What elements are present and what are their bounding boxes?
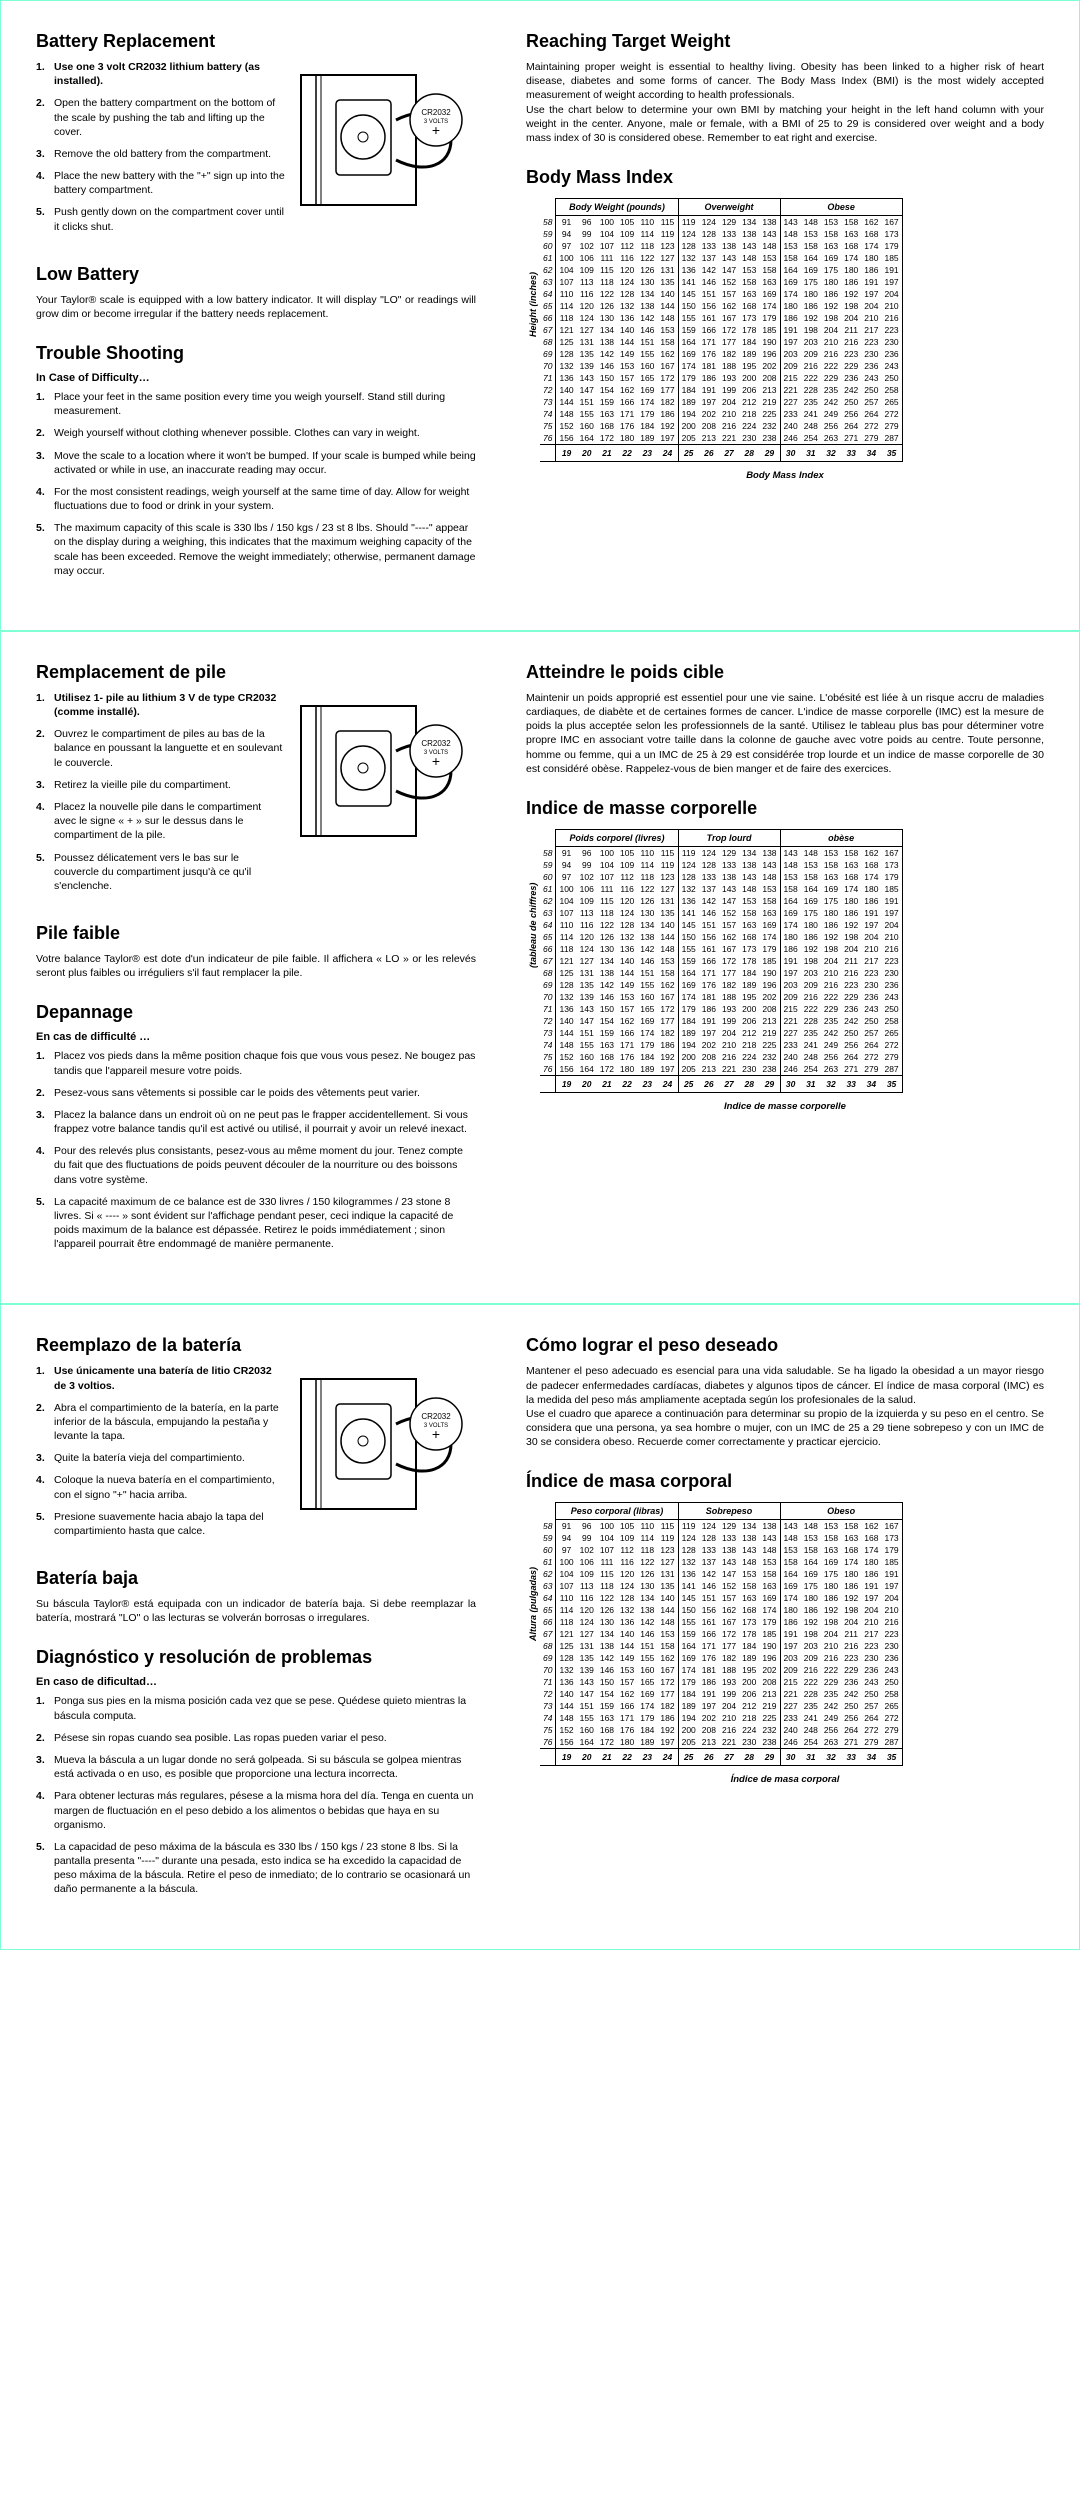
svg-text:+: + xyxy=(432,122,440,138)
svg-text:+: + xyxy=(432,1426,440,1442)
bmi-table: Body Weight (pounds)OverweightObese58919… xyxy=(540,198,903,462)
manual-page: Battery Replacement 1.Use one 3 volt CR20… xyxy=(0,0,1080,631)
low-battery-body: Your Taylor® scale is equipped with a lo… xyxy=(36,293,476,321)
step-item: 1.Placez vos pieds dans la même position… xyxy=(36,1049,476,1077)
low-battery-title: Low Battery xyxy=(36,264,476,285)
step-item: 3.Quite la batería vieja del compartimie… xyxy=(36,1451,286,1465)
step-item: 5.Push gently down on the compartment co… xyxy=(36,205,286,233)
step-item: 2.Pésese sin ropas cuando sea posible. L… xyxy=(36,1731,476,1745)
bmi-table: Peso corporal (libras)SobrepesoObeso5891… xyxy=(540,1502,903,1766)
steps-list: 1.Use one 3 volt CR2032 lithium battery … xyxy=(36,60,286,234)
step-item: 1.Use únicamente una batería de litio CR… xyxy=(36,1364,286,1392)
bmi-caption: Body Mass Index xyxy=(526,470,1044,481)
step-item: 1.Use one 3 volt CR2032 lithium battery … xyxy=(36,60,286,88)
low-battery-body: Votre balance Taylor® est dote d'un indi… xyxy=(36,952,476,980)
trouble-title: Diagnóstico y resolución de problemas xyxy=(36,1647,476,1668)
reach-title: Cómo lograr el peso deseado xyxy=(526,1335,1044,1356)
reach-title: Reaching Target Weight xyxy=(526,31,1044,52)
left-column: Remplacement de pile 1.Utilisez 1- pile a… xyxy=(1,632,501,1303)
trouble-title: Trouble Shooting xyxy=(36,343,476,364)
low-battery-title: Batería baja xyxy=(36,1568,476,1589)
bmi-chart: Height (inches)Body Weight (pounds)Overw… xyxy=(526,198,1044,462)
step-item: 4.Place the new battery with the "+" sig… xyxy=(36,169,286,197)
trouble-subhead: En caso de dificultad… xyxy=(36,1676,476,1688)
step-item: 2.Ouvrez le compartiment de piles au bas… xyxy=(36,727,286,770)
battery-title: Reemplazo de la batería xyxy=(36,1335,476,1356)
step-item: 4.For the most consistent readings, weig… xyxy=(36,485,476,513)
step-item: 3.Move the scale to a location where it … xyxy=(36,449,476,477)
battery-compartment-diagram: CR20323 VOLTS+ xyxy=(296,696,476,846)
trouble-subhead: In Case of Difficulty… xyxy=(36,372,476,384)
step-item: 5.La capacité maximum de ce balance est … xyxy=(36,1195,476,1252)
low-battery-body: Su báscula Taylor® está equipada con un … xyxy=(36,1597,476,1625)
step-item: 3.Retirez la vieille pile du compartimen… xyxy=(36,778,286,792)
battery-compartment-diagram: CR20323 VOLTS+ xyxy=(296,1369,476,1519)
step-item: 2.Pesez-vous sans vêtements si possible … xyxy=(36,1086,476,1100)
step-item: 4.Para obtener lecturas más regulares, p… xyxy=(36,1789,476,1832)
right-column: Reaching Target Weight Maintaining proper… xyxy=(501,1,1079,630)
bmi-y-axis-label: (tableau de chiffres) xyxy=(528,954,538,968)
reach-body: Maintenir un poids approprié est essenti… xyxy=(526,691,1044,776)
step-item: 1.Ponga sus pies en la misma posición ca… xyxy=(36,1694,476,1722)
step-item: 2.Weigh yourself without clothing whenev… xyxy=(36,426,476,440)
trouble-subhead: En cas de difficulté … xyxy=(36,1031,476,1043)
bmi-y-axis-label: Height (inches) xyxy=(528,323,538,337)
reach-title: Atteindre le poids cible xyxy=(526,662,1044,683)
step-item: 5.The maximum capacity of this scale is … xyxy=(36,521,476,578)
right-column: Cómo lograr el peso deseado Mantener el p… xyxy=(501,1305,1079,1948)
manual-page: Reemplazo de la batería 1.Use únicamente … xyxy=(0,1304,1080,1949)
step-item: 5.La capacidad de peso máxima de la básc… xyxy=(36,1840,476,1897)
step-item: 5.Presione suavemente hacia abajo la tap… xyxy=(36,1510,286,1538)
step-item: 4.Pour des relevés plus consistants, pes… xyxy=(36,1144,476,1187)
step-item: 3.Remove the old battery from the compar… xyxy=(36,147,286,161)
battery-title: Remplacement de pile xyxy=(36,662,476,683)
bmi-table: Poids corporel (livres)Trop lourdobèse58… xyxy=(540,829,903,1093)
step-item: 3.Placez la balance dans un endroit où o… xyxy=(36,1108,476,1136)
step-item: 5.Poussez délicatement vers le bas sur l… xyxy=(36,851,286,894)
left-column: Reemplazo de la batería 1.Use únicamente … xyxy=(1,1305,501,1948)
bmi-chart: (tableau de chiffres)Poids corporel (liv… xyxy=(526,829,1044,1093)
reach-body: Maintaining proper weight is essential t… xyxy=(526,60,1044,145)
step-item: 1.Place your feet in the same position e… xyxy=(36,390,476,418)
battery-compartment-diagram: CR20323 VOLTS+ xyxy=(296,65,476,215)
reach-body: Mantener el peso adecuado es esencial pa… xyxy=(526,1364,1044,1449)
bmi-title: Indice de masse corporelle xyxy=(526,798,1044,819)
svg-text:CR2032: CR2032 xyxy=(421,108,451,117)
step-item: 4.Placez la nouvelle pile dans le compar… xyxy=(36,800,286,843)
bmi-title: Índice de masa corporal xyxy=(526,1471,1044,1492)
svg-text:CR2032: CR2032 xyxy=(421,739,451,748)
left-column: Battery Replacement 1.Use one 3 volt CR20… xyxy=(1,1,501,630)
step-item: 3.Mueva la báscula a un lugar donde no s… xyxy=(36,1753,476,1781)
bmi-chart: Altura (pulgadas)Peso corporal (libras)S… xyxy=(526,1502,1044,1766)
steps-list: 1.Place your feet in the same position e… xyxy=(36,390,476,578)
bmi-y-axis-label: Altura (pulgadas) xyxy=(528,1627,538,1641)
bmi-caption: Indice de masse corporelle xyxy=(526,1101,1044,1112)
svg-text:+: + xyxy=(432,753,440,769)
manual-page: Remplacement de pile 1.Utilisez 1- pile a… xyxy=(0,631,1080,1304)
bmi-title: Body Mass Index xyxy=(526,167,1044,188)
steps-list: 1.Placez vos pieds dans la même position… xyxy=(36,1049,476,1251)
step-item: 4.Coloque la nueva batería en el compart… xyxy=(36,1473,286,1501)
steps-list: 1.Utilisez 1- pile au lithium 3 V de typ… xyxy=(36,691,286,893)
step-item: 2.Abra el compartimiento de la batería, … xyxy=(36,1401,286,1444)
steps-list: 1.Use únicamente una batería de litio CR… xyxy=(36,1364,286,1538)
bmi-caption: Índice de masa corporal xyxy=(526,1774,1044,1785)
step-item: 1.Utilisez 1- pile au lithium 3 V de typ… xyxy=(36,691,286,719)
battery-title: Battery Replacement xyxy=(36,31,476,52)
right-column: Atteindre le poids cible Maintenir un poi… xyxy=(501,632,1079,1303)
low-battery-title: Pile faible xyxy=(36,923,476,944)
trouble-title: Depannage xyxy=(36,1002,476,1023)
steps-list: 1.Ponga sus pies en la misma posición ca… xyxy=(36,1694,476,1896)
svg-text:CR2032: CR2032 xyxy=(421,1412,451,1421)
step-item: 2.Open the battery compartment on the bo… xyxy=(36,96,286,139)
